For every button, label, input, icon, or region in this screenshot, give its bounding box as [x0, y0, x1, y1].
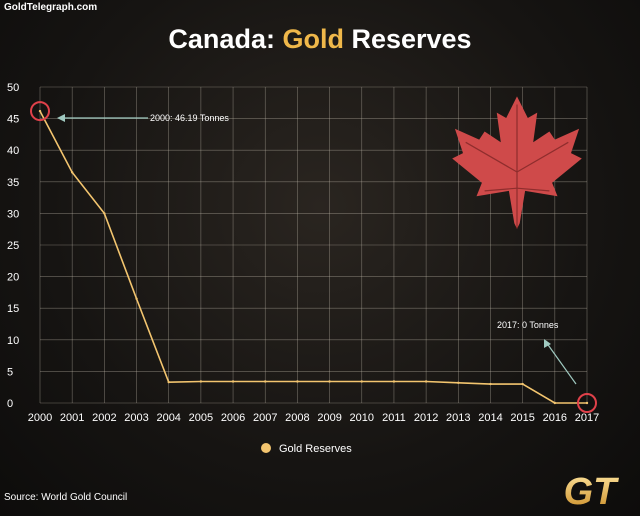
x-axis: 2000 2001 2002 2003 2004 2005 2006 2007 2008 2009… [28, 412, 599, 424]
x-tick-2009: 2009 [317, 412, 341, 424]
data-point-2006 [231, 380, 235, 383]
y-tick-30: 30 [7, 208, 19, 220]
x-tick-2002: 2002 [92, 412, 116, 424]
annotation-2017: 2017: 0 Tonnes [497, 320, 559, 330]
x-tick-2012: 2012 [414, 412, 438, 424]
series-line-gold-reserves [39, 110, 587, 404]
title-part-1: Canada: [168, 24, 283, 54]
x-tick-2008: 2008 [285, 412, 309, 424]
y-tick-0: 0 [7, 398, 13, 410]
logo-text: GT [564, 471, 620, 512]
x-tick-2004: 2004 [156, 412, 180, 424]
x-tick-2006: 2006 [221, 412, 245, 424]
x-tick-2014: 2014 [478, 412, 502, 424]
data-point-2017 [585, 401, 589, 405]
data-point-2008 [296, 380, 299, 383]
data-point-2003 [135, 297, 138, 300]
data-point-2012 [424, 380, 428, 383]
data-point-2010 [360, 380, 363, 383]
y-tick-40: 40 [7, 145, 19, 157]
annotation-arrowhead-2017 [544, 339, 551, 348]
x-tick-2015: 2015 [510, 412, 534, 424]
x-tick-2013: 2013 [446, 412, 470, 424]
data-point-2000 [38, 109, 42, 113]
data-point-2015 [521, 382, 524, 386]
site-name: GoldTelegraph.com [4, 2, 98, 13]
annotation-arrow-2017 [545, 341, 577, 385]
annotation-2000: 2000: 46.19 Tonnes [150, 113, 229, 123]
y-tick-45: 45 [7, 114, 19, 126]
chart-title: Canada: Gold Reserves [0, 24, 640, 55]
x-tick-2007: 2007 [253, 412, 277, 424]
x-tick-2017: 2017 [575, 412, 599, 424]
annotation-arrowhead-2000 [57, 114, 65, 122]
x-tick-2016: 2016 [543, 412, 567, 424]
title-part-2: Gold [282, 24, 344, 54]
legend-marker [261, 443, 271, 453]
y-axis: 0 5 10 15 20 25 30 35 40 45 50 [7, 82, 19, 410]
x-tick-2011: 2011 [382, 412, 406, 424]
data-point-2011 [392, 380, 396, 383]
data-point-2001 [70, 171, 74, 174]
y-tick-20: 20 [7, 272, 19, 284]
y-tick-5: 5 [7, 366, 13, 378]
y-tick-15: 15 [7, 303, 19, 315]
chart-grid [39, 86, 588, 404]
y-tick-10: 10 [7, 335, 19, 347]
goldtelegraph-logo: GT [564, 471, 620, 512]
data-point-2009 [328, 380, 331, 383]
data-point-2016 [553, 401, 557, 405]
x-tick-2010: 2010 [350, 412, 374, 424]
data-point-2002 [103, 212, 106, 215]
x-tick-2001: 2001 [60, 412, 84, 424]
highlight-circle-2017 [577, 393, 597, 413]
title-part-3: Reserves [343, 24, 472, 54]
x-tick-2003: 2003 [124, 412, 148, 424]
y-tick-50: 50 [7, 82, 19, 94]
maple-leaf-icon [452, 96, 582, 229]
source-note: Source: World Gold Council [4, 492, 128, 503]
legend-label: Gold Reserves [279, 443, 352, 455]
y-tick-25: 25 [7, 240, 19, 252]
data-point-2004 [167, 380, 170, 384]
x-tick-2000: 2000 [28, 412, 52, 424]
data-point-2014 [489, 382, 492, 386]
x-tick-2005: 2005 [189, 412, 213, 424]
highlight-circle-2000 [30, 101, 50, 122]
y-tick-35: 35 [7, 177, 19, 189]
data-point-2013 [457, 381, 460, 384]
data-point-2005 [199, 380, 203, 383]
series-points [38, 109, 589, 405]
data-point-2007 [264, 380, 267, 383]
